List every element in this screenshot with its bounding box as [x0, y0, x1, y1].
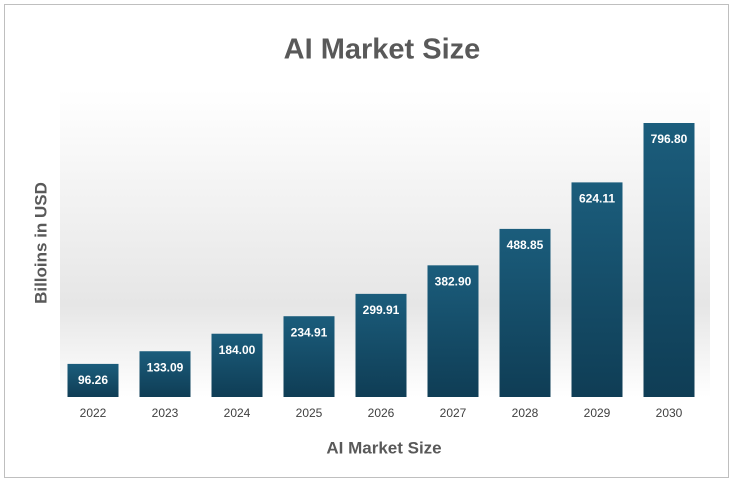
- value-label: 96.26: [78, 373, 108, 387]
- x-tick-label: 2024: [224, 406, 251, 420]
- x-tick-label: 2023: [152, 406, 179, 420]
- x-tick-label: 2028: [512, 406, 539, 420]
- x-tick-label: 2025: [296, 406, 323, 420]
- bar: [283, 316, 335, 397]
- x-tick-label: 2030: [656, 406, 683, 420]
- y-axis-title: Billoins in USD: [31, 182, 50, 304]
- bar: [427, 265, 479, 397]
- bar: [67, 363, 119, 397]
- value-label: 133.09: [147, 360, 184, 374]
- bar: [139, 351, 191, 397]
- x-tick-label: 2027: [440, 406, 467, 420]
- bar: [643, 123, 695, 397]
- x-tick-label: 2029: [584, 406, 611, 420]
- value-label: 234.91: [291, 325, 328, 339]
- x-tick-label: 2026: [368, 406, 395, 420]
- bar: [355, 293, 407, 397]
- value-label: 796.80: [651, 132, 688, 146]
- x-axis-title: AI Market Size: [326, 438, 441, 457]
- x-tick-label: 2022: [80, 406, 107, 420]
- value-label: 382.90: [435, 275, 472, 289]
- value-label: 624.11: [579, 192, 615, 206]
- value-label: 488.85: [507, 238, 544, 252]
- bar: [211, 333, 263, 397]
- bar: [571, 182, 623, 397]
- chart-title: AI Market Size: [284, 34, 481, 66]
- value-label: 299.91: [363, 303, 400, 317]
- bar: [499, 228, 551, 397]
- value-label: 184.00: [219, 343, 256, 357]
